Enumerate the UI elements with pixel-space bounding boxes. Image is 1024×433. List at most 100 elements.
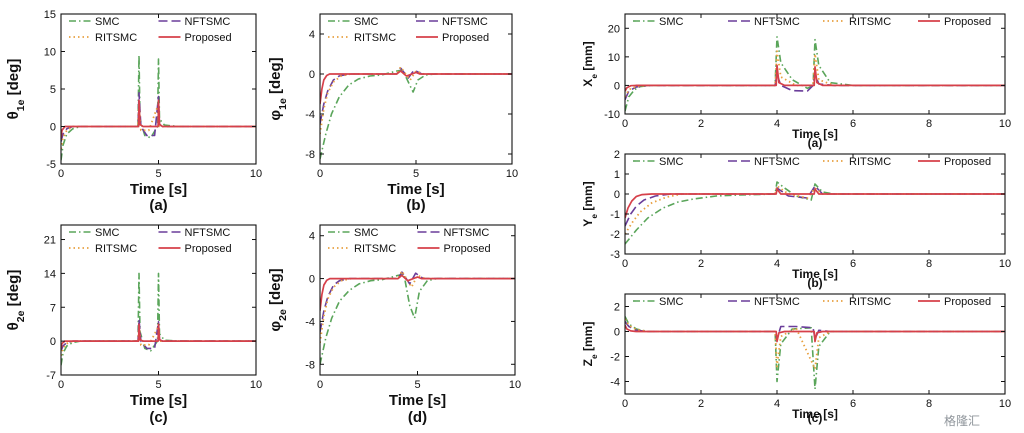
subfigure-caption: (a)	[149, 197, 167, 214]
x-tick-label: 0	[622, 398, 628, 410]
series-line-smc	[320, 69, 512, 160]
y-tick-label: 0	[309, 274, 315, 286]
y-tick-label: 14	[44, 268, 56, 280]
legend: SMC NFTSMC RITSMC Proposed	[69, 16, 232, 44]
series-line-nftsmc	[625, 321, 1005, 340]
legend-label-proposed: Proposed	[444, 243, 491, 255]
y-tick-label: -5	[46, 159, 56, 171]
series-line-proposed	[320, 274, 515, 311]
series-line-nftsmc	[320, 271, 515, 333]
y-axis-label: φ2e [deg]	[267, 268, 289, 331]
legend-label-smc: SMC	[354, 227, 379, 239]
legend: SMC NFTSMC RITSMC Proposed	[633, 16, 991, 28]
series-line-smc	[625, 316, 1005, 390]
subfigure-caption: (c)	[808, 411, 823, 425]
legend-label-smc: SMC	[659, 16, 684, 28]
legend-label-smc: SMC	[354, 16, 379, 28]
legend: SMC NFTSMC RITSMC Proposed	[69, 227, 232, 255]
y-tick-label: 5	[50, 84, 56, 96]
legend-label-ritsmc: RITSMC	[849, 296, 891, 308]
x-tick-label: 2	[698, 398, 704, 410]
x-tick-label: 10	[250, 168, 262, 180]
y-tick-label: -8	[305, 359, 315, 371]
legend-label-smc: SMC	[95, 16, 120, 28]
y-tick-label: 0	[309, 69, 315, 81]
x-tick-label: 10	[250, 379, 262, 391]
x-tick-label: 4	[774, 258, 780, 270]
x-tick-label: 6	[850, 398, 856, 410]
series-line-ritsmc	[320, 270, 515, 344]
x-tick-label: 0	[58, 168, 64, 180]
legend-label-ritsmc: RITSMC	[354, 243, 396, 255]
series-line-ritsmc	[61, 103, 256, 150]
legend-label-smc: SMC	[659, 156, 684, 168]
y-axis-label: Xe [mm]	[581, 41, 599, 86]
legend-label-nftsmc: NFTSMC	[185, 16, 231, 28]
x-tick-label: 10	[999, 258, 1011, 270]
y-axis-label: θ1e [deg]	[5, 59, 27, 120]
series-line-smc	[320, 273, 515, 365]
legend-label-nftsmc: NFTSMC	[754, 296, 800, 308]
y-tick-label: -10	[604, 109, 620, 121]
legend-label-smc: SMC	[659, 296, 684, 308]
subfigure-caption: (a)	[808, 136, 823, 150]
watermark: 格隆汇	[943, 414, 980, 428]
x-tick-label: 2	[698, 258, 704, 270]
legend-label-proposed: Proposed	[442, 32, 489, 44]
plot-frame	[624, 293, 1006, 395]
y-tick-label: 4	[309, 231, 315, 243]
series-line-proposed	[61, 99, 256, 138]
y-tick-label: -2	[610, 352, 620, 364]
y-tick-label: 4	[309, 29, 315, 41]
legend-label-smc: SMC	[95, 227, 120, 239]
x-tick-label: 10	[999, 398, 1011, 410]
subfigure-caption: (b)	[406, 197, 425, 214]
chart-ze: 0 2 4 6 8 10 -4 -2 0 2 Time [s] Ze [mm] (c) SMC NFTSMC…	[581, 293, 1011, 425]
x-tick-label: 6	[850, 118, 856, 130]
y-tick-label: 0	[614, 80, 620, 92]
x-tick-label: 6	[850, 258, 856, 270]
series-line-proposed	[61, 323, 256, 349]
x-tick-label: 10	[999, 118, 1011, 130]
y-tick-label: -7	[46, 370, 56, 382]
legend-label-nftsmc: NFTSMC	[754, 156, 800, 168]
legend-label-ritsmc: RITSMC	[354, 32, 396, 44]
series-line-smc	[61, 272, 256, 366]
legend-label-ritsmc: RITSMC	[849, 156, 891, 168]
legend-label-proposed: Proposed	[185, 243, 232, 255]
y-tick-label: -4	[305, 316, 315, 328]
x-axis-label: Time [s]	[792, 267, 838, 281]
legend: SMC NFTSMC RITSMC Proposed	[328, 227, 491, 255]
legend: SMC NFTSMC RITSMC Proposed	[633, 156, 991, 168]
y-tick-label: 20	[608, 23, 620, 35]
x-tick-label: 0	[58, 379, 64, 391]
x-tick-label: 8	[926, 258, 932, 270]
x-tick-label: 0	[622, 118, 628, 130]
subfigure-caption: (b)	[807, 276, 822, 290]
y-tick-label: 0	[50, 122, 56, 134]
y-tick-label: 21	[44, 235, 56, 247]
series-line-nftsmc	[320, 67, 512, 125]
x-tick-label: 0	[317, 168, 323, 180]
x-axis-label: Time [s]	[792, 407, 838, 421]
legend: SMC NFTSMC RITSMC Proposed	[633, 296, 991, 308]
y-tick-label: -2	[610, 229, 620, 241]
chart-phi1: 0 5 10 -8 -4 0 4 Time [s] φ1e [deg] (b) SMC NFTSMC R…	[267, 13, 518, 214]
x-tick-label: 4	[774, 398, 780, 410]
legend-label-ritsmc: RITSMC	[849, 16, 891, 28]
plot-frame	[624, 153, 1006, 255]
y-tick-label: -4	[305, 109, 315, 121]
series-line-smc	[625, 36, 1005, 112]
y-tick-label: 1	[614, 169, 620, 181]
plot-frame	[624, 13, 1006, 115]
y-tick-label: 0	[614, 327, 620, 339]
legend-label-nftsmc: NFTSMC	[444, 227, 490, 239]
y-tick-label: -1	[610, 209, 620, 221]
legend-label-proposed: Proposed	[944, 296, 991, 308]
x-axis-label: Time [s]	[792, 127, 838, 141]
x-tick-label: 4	[774, 118, 780, 130]
